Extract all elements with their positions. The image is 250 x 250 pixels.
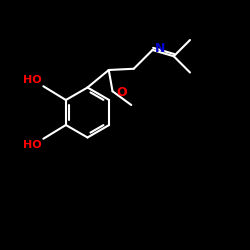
Text: HO: HO [24, 140, 42, 150]
Text: HO: HO [24, 75, 42, 85]
Text: O: O [116, 86, 127, 99]
Text: N: N [155, 42, 166, 55]
